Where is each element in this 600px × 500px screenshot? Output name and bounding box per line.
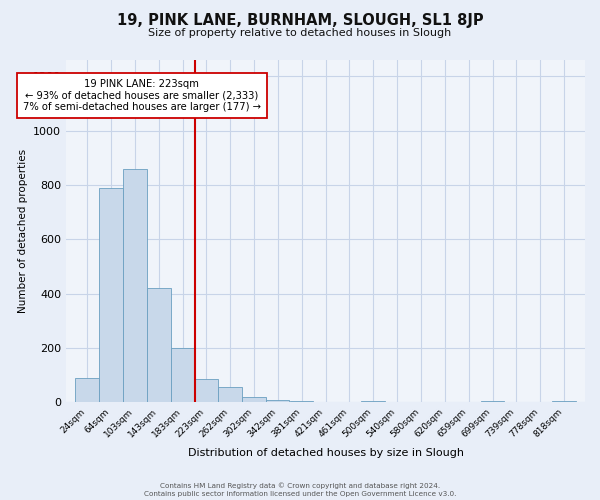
- Bar: [361, 400, 385, 402]
- Text: Contains HM Land Registry data © Crown copyright and database right 2024.: Contains HM Land Registry data © Crown c…: [160, 482, 440, 489]
- Bar: [147, 288, 170, 402]
- Y-axis label: Number of detached properties: Number of detached properties: [17, 149, 28, 313]
- Text: 19 PINK LANE: 223sqm
← 93% of detached houses are smaller (2,333)
7% of semi-det: 19 PINK LANE: 223sqm ← 93% of detached h…: [23, 78, 261, 112]
- Bar: [552, 400, 576, 402]
- Bar: [218, 388, 242, 402]
- Bar: [123, 168, 146, 402]
- Bar: [76, 378, 99, 402]
- Bar: [481, 400, 505, 402]
- Bar: [195, 379, 218, 402]
- Text: Contains public sector information licensed under the Open Government Licence v3: Contains public sector information licen…: [144, 491, 456, 497]
- Bar: [266, 400, 289, 402]
- Bar: [171, 348, 194, 402]
- Text: 19, PINK LANE, BURNHAM, SLOUGH, SL1 8JP: 19, PINK LANE, BURNHAM, SLOUGH, SL1 8JP: [116, 12, 484, 28]
- X-axis label: Distribution of detached houses by size in Slough: Distribution of detached houses by size …: [188, 448, 464, 458]
- Bar: [290, 400, 313, 402]
- Bar: [100, 188, 122, 402]
- Bar: [242, 397, 266, 402]
- Text: Size of property relative to detached houses in Slough: Size of property relative to detached ho…: [148, 28, 452, 38]
